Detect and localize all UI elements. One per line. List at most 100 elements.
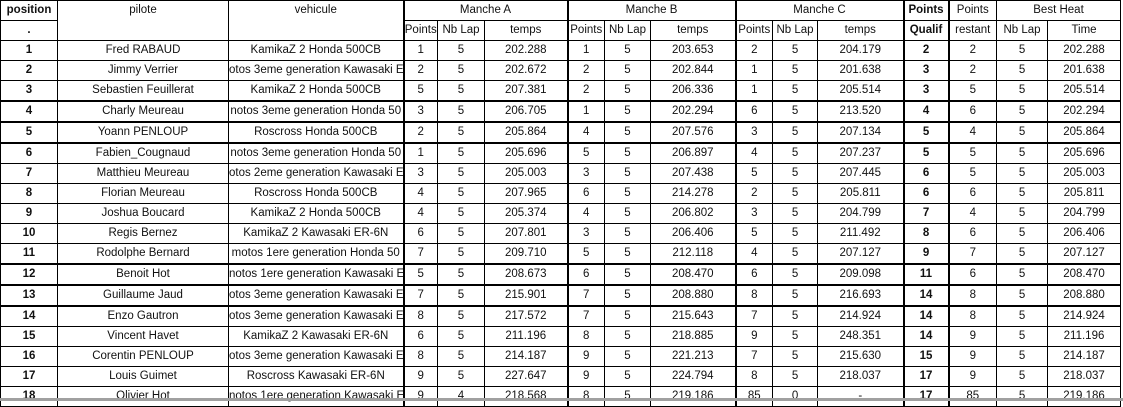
- vehicule-cell[interactable]: notos 3eme generation Honda 50: [228, 100, 404, 123]
- manche-c-nblap-cell[interactable]: 5: [772, 203, 819, 224]
- position-cell[interactable]: 18: [0, 386, 58, 407]
- manche-b-nblap-cell[interactable]: 5: [604, 223, 651, 244]
- points-qualif-cell[interactable]: 6: [902, 163, 950, 184]
- position-cell[interactable]: 13: [0, 284, 58, 307]
- points-restant-cell[interactable]: 5: [947, 80, 998, 102]
- pilote-cell[interactable]: Yoann PENLOUP: [57, 121, 229, 144]
- manche-a-points-cell[interactable]: 3: [402, 163, 438, 184]
- best-heat-time-cell[interactable]: 205.003: [1047, 163, 1122, 184]
- best-heat-time-cell[interactable]: 207.127: [1047, 243, 1122, 265]
- points-restant-cell[interactable]: 4: [947, 203, 998, 224]
- points-qualif-cell[interactable]: 17: [902, 386, 950, 407]
- pilote-cell[interactable]: Louis Guimet: [57, 366, 229, 387]
- points-restant-cell[interactable]: 9: [947, 366, 998, 387]
- best-heat-time-cell[interactable]: 218.037: [1047, 366, 1122, 387]
- points-qualif-cell[interactable]: 7: [902, 203, 950, 224]
- table-row[interactable]: 8 Florian Meureau Roscross Honda 500CB 4 5 20…: [0, 183, 1122, 204]
- pilote-cell[interactable]: Olivier Hot: [57, 386, 229, 407]
- manche-a-temps-cell[interactable]: 205.696: [484, 142, 568, 164]
- manche-c-nblap-cell[interactable]: 5: [772, 223, 819, 244]
- manche-a-points-cell[interactable]: 1: [402, 142, 438, 164]
- best-heat-time-cell[interactable]: 205.864: [1047, 121, 1122, 144]
- manche-c-points-cell[interactable]: 1: [734, 60, 774, 81]
- best-heat-nblap-cell[interactable]: 5: [996, 346, 1049, 367]
- vehicule-cell[interactable]: Roscross Honda 500CB: [228, 183, 404, 204]
- manche-a-points-cell[interactable]: 9: [402, 386, 438, 407]
- position-cell[interactable]: 14: [0, 305, 58, 327]
- manche-a-nblap-cell[interactable]: 5: [437, 183, 485, 204]
- manche-c-nblap-cell[interactable]: 5: [772, 326, 819, 347]
- points-qualif-cell[interactable]: 11: [902, 263, 950, 286]
- best-heat-time-cell[interactable]: 205.696: [1047, 142, 1122, 164]
- manche-a-temps-cell[interactable]: 202.672: [484, 60, 568, 81]
- manche-b-nblap-cell[interactable]: 5: [604, 80, 651, 102]
- pilote-cell[interactable]: Guillaume Jaud: [57, 284, 229, 307]
- manche-b-points-cell[interactable]: 3: [566, 163, 605, 184]
- manche-b-temps-cell[interactable]: 224.794: [649, 366, 737, 387]
- manche-c-nblap-cell[interactable]: 5: [772, 100, 819, 123]
- position-cell[interactable]: 2: [0, 60, 58, 81]
- vehicule-cell[interactable]: otos 3eme generation Kawasaki E: [228, 60, 404, 81]
- best-heat-nblap-cell[interactable]: 5: [996, 203, 1049, 224]
- points-restant-cell[interactable]: 9: [947, 326, 998, 347]
- points-restant-cell[interactable]: 8: [947, 305, 998, 327]
- manche-a-temps-cell[interactable]: 205.864: [484, 121, 568, 144]
- best-heat-nblap-cell[interactable]: 5: [996, 100, 1049, 123]
- manche-b-nblap-cell[interactable]: 5: [604, 60, 651, 81]
- manche-a-nblap-cell[interactable]: 5: [437, 263, 485, 286]
- manche-c-nblap-cell[interactable]: 5: [772, 263, 819, 286]
- manche-c-points-cell[interactable]: 85: [734, 386, 774, 407]
- best-heat-time-cell[interactable]: 204.799: [1047, 203, 1122, 224]
- manche-a-nblap-cell[interactable]: 5: [437, 366, 485, 387]
- pilote-cell[interactable]: Sebastien Feuillerat: [57, 80, 229, 102]
- manche-b-points-cell[interactable]: 5: [566, 142, 605, 164]
- manche-b-temps-cell[interactable]: 219.186: [649, 386, 737, 407]
- manche-a-temps-cell[interactable]: 206.705: [484, 100, 568, 123]
- vehicule-cell[interactable]: notos 1ere generation Kawasaki E: [228, 386, 404, 407]
- manche-b-nblap-cell[interactable]: 5: [604, 142, 651, 164]
- manche-a-nblap-cell[interactable]: 5: [437, 60, 485, 81]
- manche-a-temps-cell[interactable]: 205.374: [484, 203, 568, 224]
- manche-a-points-cell[interactable]: 7: [402, 284, 438, 307]
- points-qualif-cell[interactable]: 2: [902, 40, 950, 61]
- manche-b-points-cell[interactable]: 8: [566, 386, 605, 407]
- table-row[interactable]: 4 Charly Meureau notos 3eme generation Hon…: [0, 100, 1122, 123]
- best-heat-time-cell[interactable]: 201.638: [1047, 60, 1122, 81]
- pilote-cell[interactable]: Florian Meureau: [57, 183, 229, 204]
- manche-c-points-cell[interactable]: 4: [734, 243, 774, 265]
- manche-c-nblap-cell[interactable]: 5: [772, 80, 819, 102]
- manche-c-points-cell[interactable]: 9: [734, 326, 774, 347]
- position-cell[interactable]: 15: [0, 326, 58, 347]
- pilote-cell[interactable]: Fred RABAUD: [57, 40, 229, 61]
- best-heat-nblap-cell[interactable]: 5: [996, 80, 1049, 102]
- position-cell[interactable]: 11: [0, 243, 58, 265]
- manche-c-temps-cell[interactable]: 211.492: [817, 223, 905, 244]
- manche-b-nblap-cell[interactable]: 5: [604, 366, 651, 387]
- manche-a-nblap-cell[interactable]: 5: [437, 80, 485, 102]
- best-heat-time-cell[interactable]: 202.294: [1047, 100, 1122, 123]
- manche-c-points-cell[interactable]: 2: [734, 40, 774, 61]
- manche-a-points-cell[interactable]: 6: [402, 223, 438, 244]
- manche-c-points-cell[interactable]: 5: [734, 163, 774, 184]
- manche-a-nblap-cell[interactable]: 5: [437, 163, 485, 184]
- pilote-cell[interactable]: Fabien_Cougnaud: [57, 142, 229, 164]
- best-heat-time-cell[interactable]: 214.187: [1047, 346, 1122, 367]
- table-row[interactable]: 15 Vincent Havet KamikaZ 2 Kawasaki ER-6N 6…: [0, 326, 1122, 347]
- manche-c-temps-cell[interactable]: 213.520: [817, 100, 905, 123]
- manche-c-points-cell[interactable]: 1: [734, 80, 774, 102]
- points-restant-cell[interactable]: 4: [947, 121, 998, 144]
- points-qualif-cell[interactable]: 15: [902, 346, 950, 367]
- best-heat-nblap-cell[interactable]: 5: [996, 60, 1049, 81]
- points-qualif-cell[interactable]: 9: [902, 243, 950, 265]
- points-restant-cell[interactable]: 2: [947, 40, 998, 61]
- manche-a-temps-cell[interactable]: 209.710: [484, 243, 568, 265]
- points-qualif-cell[interactable]: 14: [902, 305, 950, 327]
- best-heat-nblap-cell[interactable]: 5: [996, 163, 1049, 184]
- manche-a-points-cell[interactable]: 5: [402, 80, 438, 102]
- best-heat-nblap-cell[interactable]: 5: [996, 142, 1049, 164]
- table-row[interactable]: 14 Enzo Gautron otos 3eme generation Kawas…: [0, 305, 1122, 327]
- manche-c-temps-cell[interactable]: 205.811: [817, 183, 905, 204]
- pilote-cell[interactable]: Matthieu Meureau: [57, 163, 229, 184]
- points-restant-cell[interactable]: 5: [947, 142, 998, 164]
- table-row[interactable]: 7 Matthieu Meureau otos 2eme generation Ka…: [0, 163, 1122, 184]
